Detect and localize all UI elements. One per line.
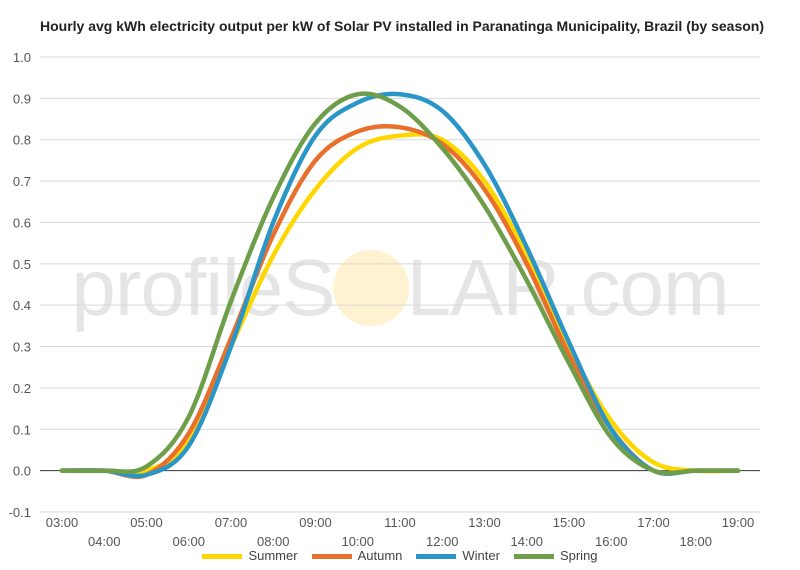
watermark-left: profileS [71,243,335,332]
x-tick-label: 05:00 [130,515,163,530]
x-tick-label: 14:00 [510,534,543,549]
legend-swatch-autumn [311,554,352,560]
legend-swatch-spring [513,554,554,560]
y-tick-label: 0.0 [13,464,31,479]
y-tick-label: 0.4 [13,298,31,313]
legend-item-spring: Spring [513,548,598,563]
y-tick-label: 1.0 [13,50,31,65]
watermark: profileS LAR.com [0,242,800,334]
chart-title: Hourly avg kWh electricity output per kW… [40,18,764,34]
x-tick-label: 04:00 [88,534,121,549]
x-tick-label: 13:00 [468,515,501,530]
legend-label-spring: Spring [559,548,598,563]
y-tick-label: 0.8 [13,133,31,148]
legend: Summer Autumn Winter Spring [0,548,800,563]
series-line-spring [59,91,741,476]
x-tick-label: 07:00 [215,515,248,530]
legend-item-winter: Winter [416,548,500,563]
y-tick-label: 0.6 [13,215,31,230]
legend-swatch-winter [416,554,457,560]
x-tick-label: 10:00 [341,534,374,549]
y-tick-label: -0.1 [9,505,31,520]
y-tick-label: 0.1 [13,422,31,437]
y-axis: -0.1 0.0 0.1 0.2 0.3 0.4 0.5 0.6 0.7 0.8 0.9 1.0 [9,50,31,520]
y-tick-label: 0.7 [13,174,31,189]
x-tick-label: 15:00 [553,515,586,530]
x-tick-label: 18:00 [679,534,712,549]
x-tick-label: 09:00 [299,515,332,530]
y-tick-label: 0.3 [13,340,31,355]
legend-item-summer: Summer [202,548,298,563]
x-tick-label: 12:00 [426,534,459,549]
x-tick-label: 16:00 [595,534,628,549]
y-tick-label: 0.5 [13,257,31,272]
x-tick-label: 19:00 [722,515,755,530]
y-tick-label: 0.9 [13,91,31,106]
legend-label-summer: Summer [248,548,298,563]
x-tick-label: 06:00 [172,534,205,549]
x-tick-label: 08:00 [257,534,290,549]
legend-label-autumn: Autumn [357,548,403,563]
legend-label-winter: Winter [462,548,500,563]
x-axis: 03:00 04:00 05:00 06:00 07:00 08:00 09:00 10:00… [46,515,755,549]
grid-layer [40,56,760,513]
x-tick-label: 11:00 [384,515,416,530]
series-layer [59,91,741,480]
watermark-right: LAR.com [406,243,730,332]
series-line-winter [59,91,741,479]
legend-swatch-summer [202,554,243,560]
x-tick-label: 17:00 [637,515,670,530]
sun-logo-icon [332,249,409,326]
legend-item-autumn: Autumn [311,548,403,563]
y-tick-label: 0.2 [13,381,31,396]
x-tick-label: 03:00 [46,515,79,530]
series-line-autumn [59,124,741,480]
series-line-summer [59,132,741,476]
